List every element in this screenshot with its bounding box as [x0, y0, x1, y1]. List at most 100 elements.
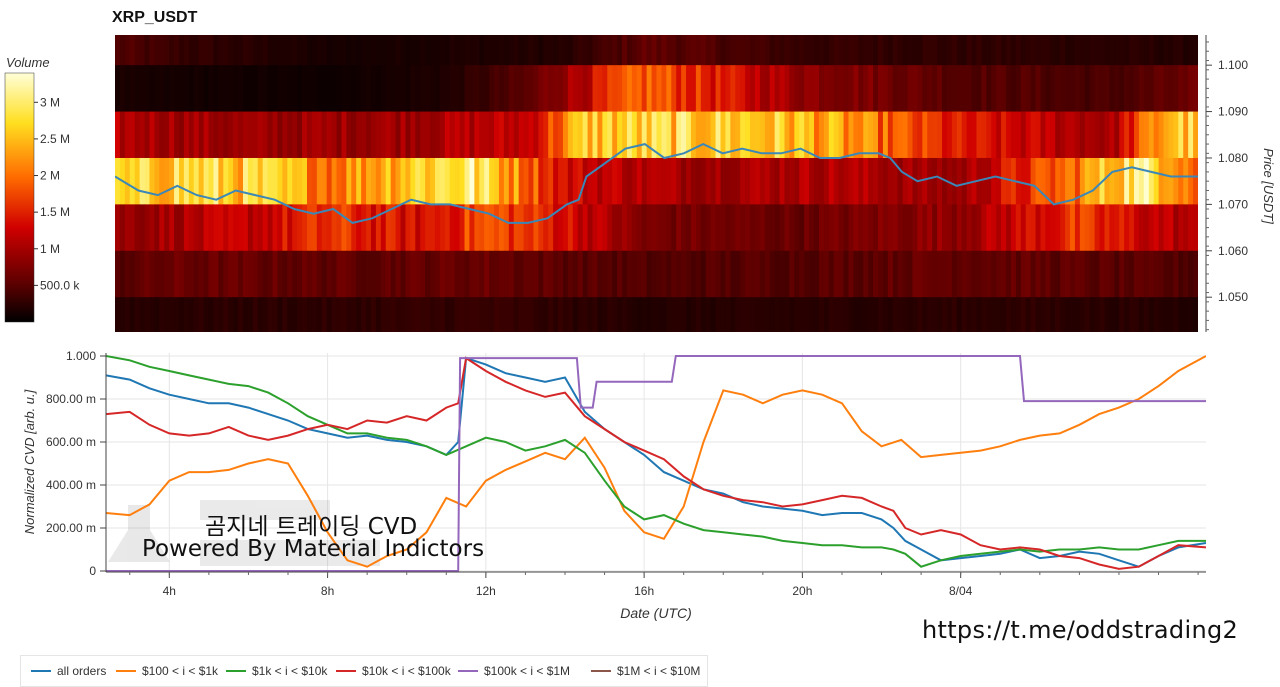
heatmap-cell [1163, 297, 1170, 332]
heatmap-cell [395, 250, 402, 298]
heatmap-cell [203, 250, 210, 298]
heatmap-cell [1006, 297, 1012, 332]
heatmap-cell [917, 297, 923, 332]
heatmap-cell [1168, 204, 1174, 252]
heatmap-cell [607, 111, 613, 159]
heatmap-cell [1188, 35, 1194, 66]
heatmap-cell [1010, 204, 1017, 252]
telegram-link[interactable]: https://t.me/oddstrading2 [922, 616, 1239, 644]
legend-item[interactable]: $100 < i < $1k [116, 664, 218, 678]
heatmap-cell [420, 204, 426, 252]
heatmap-cell [956, 204, 963, 252]
heatmap-cell [991, 250, 997, 298]
heatmap-cell [228, 65, 234, 113]
heatmap-cell [838, 65, 845, 113]
heatmap-cell [1015, 297, 1022, 332]
heatmap-cell [434, 297, 441, 332]
heatmap-cell [1119, 35, 1125, 66]
heatmap-cell [622, 204, 628, 252]
heatmap-cell [562, 297, 569, 332]
heatmap-cell [873, 204, 879, 252]
legend-item[interactable]: $1M < i < $10M [591, 664, 700, 678]
heatmap-cell [917, 111, 923, 159]
heatmap-cell [577, 297, 584, 332]
heatmap-cell [242, 35, 249, 66]
heatmap-cell [193, 297, 200, 332]
heatmap-cell [503, 111, 510, 159]
heatmap-cell [720, 157, 727, 205]
heatmap-cell [700, 297, 707, 332]
heatmap-cell [1060, 111, 1066, 159]
heatmap-cell [400, 204, 407, 252]
heatmap-cell [700, 157, 707, 205]
heatmap-cell [937, 204, 943, 252]
heatmap-cell [981, 157, 987, 205]
heatmap-cell [1055, 297, 1061, 332]
heatmap-cell [306, 297, 313, 332]
heatmap-cell [818, 65, 825, 113]
legend-item[interactable]: all orders [31, 664, 106, 678]
heatmap-cell [858, 297, 864, 332]
heatmap-cell [764, 111, 771, 159]
heatmap-cell [927, 297, 933, 332]
heatmap-cell [1055, 65, 1061, 113]
heatmap-cell [489, 204, 495, 252]
heatmap-cell [961, 250, 968, 298]
heatmap-cell [1168, 65, 1174, 113]
heatmap-cell [966, 204, 973, 252]
heatmap-cell [430, 297, 436, 332]
heatmap-cell [572, 111, 579, 159]
heatmap-cell [690, 204, 697, 252]
heatmap-cell [927, 111, 933, 159]
heatmap-cell [725, 111, 731, 159]
heatmap-cell [508, 157, 515, 205]
legend-item[interactable]: $100k < i < $1M [458, 664, 570, 678]
heatmap-cell [129, 157, 136, 205]
heatmap-cell [415, 157, 421, 205]
heatmap-cell [597, 111, 603, 159]
legend-label: $1k < i < $10k [252, 664, 328, 678]
heatmap-cell [1045, 157, 1051, 205]
heatmap-cell [380, 250, 387, 298]
heatmap-cell [297, 35, 303, 66]
heatmap-cell [868, 204, 874, 252]
heatmap-cell [425, 35, 431, 66]
heatmap-cell [686, 35, 692, 66]
heatmap-cell [183, 297, 190, 332]
heatmap-cell [961, 204, 968, 252]
heatmap-cell [272, 157, 279, 205]
heatmap-cell [188, 297, 195, 332]
heatmap-cell [1094, 204, 1101, 252]
heatmap-cell [380, 65, 387, 113]
heatmap-cell [907, 35, 914, 66]
heatmap-cell [1070, 111, 1076, 159]
heatmap-cell [592, 35, 599, 66]
heatmap-cell [1158, 157, 1165, 205]
price-tick-label: 1.100 [1218, 58, 1248, 72]
legend-item[interactable]: $1k < i < $10k [226, 664, 327, 678]
heatmap-cell [1055, 204, 1061, 252]
heatmap-cell [567, 111, 574, 159]
cvd-line-10k-i-100k [106, 356, 1206, 570]
heatmap-cell [508, 111, 515, 159]
heatmap-cell [607, 250, 613, 298]
heatmap-cell [828, 157, 835, 205]
heatmap-cell [991, 111, 997, 159]
heatmap-cell [1065, 297, 1071, 332]
heatmap-cell [735, 111, 741, 159]
legend-item[interactable]: $10k < i < $100k [336, 664, 451, 678]
heatmap-cell [282, 204, 288, 252]
heatmap-cell [1114, 157, 1120, 205]
heatmap-cell [1040, 204, 1046, 252]
heatmap-cell [449, 157, 456, 205]
heatmap-cell [774, 204, 781, 252]
heatmap-cell [942, 297, 948, 332]
heatmap-cell [577, 65, 584, 113]
heatmap-cell [375, 204, 382, 252]
heatmap-cell [336, 297, 343, 332]
heatmap-cell [484, 65, 490, 113]
heatmap-cell [769, 157, 776, 205]
heatmap-cell [1119, 157, 1125, 205]
heatmap-cell [454, 157, 461, 205]
